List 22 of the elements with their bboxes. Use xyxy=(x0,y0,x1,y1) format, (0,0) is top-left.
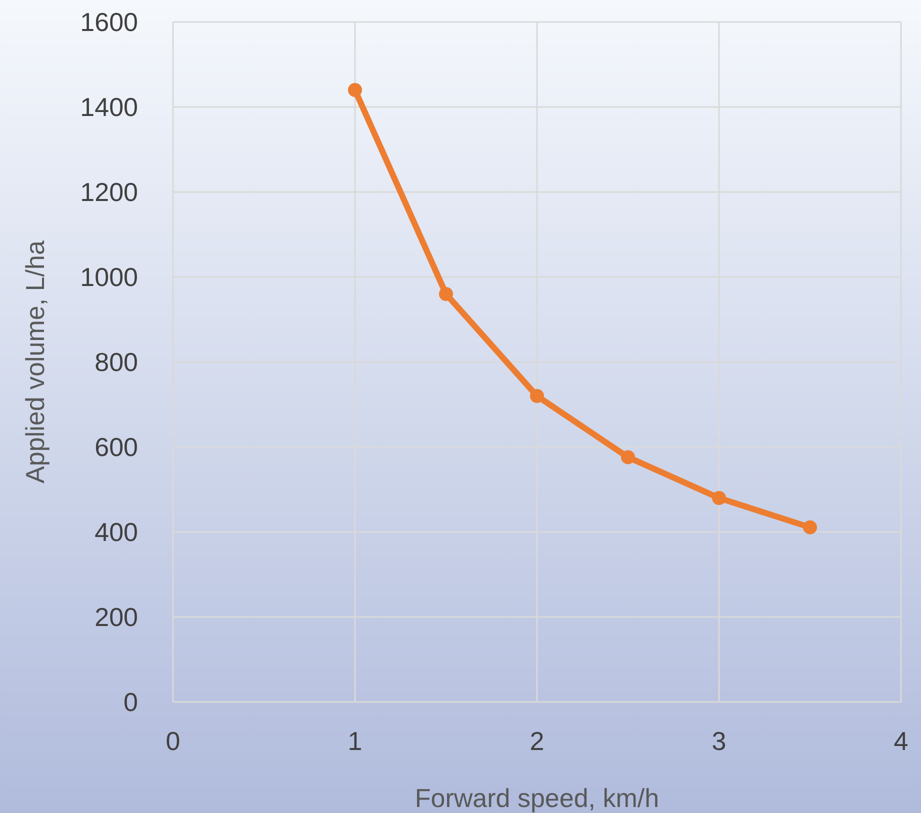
x-tick-label: 0 xyxy=(166,726,180,756)
y-tick-label: 1000 xyxy=(80,262,138,292)
y-tick-label: 1600 xyxy=(80,7,138,38)
point xyxy=(712,491,726,505)
x-tick-label: 4 xyxy=(894,726,908,756)
x-axis-title: Forward speed, km/h xyxy=(414,783,660,813)
y-tick-label: 200 xyxy=(94,602,138,632)
y-tick-label: 400 xyxy=(94,517,138,548)
y-tick-label: 1400 xyxy=(80,92,138,122)
x-tick-label: 1 xyxy=(348,726,362,756)
x-tick-label: 2 xyxy=(530,726,544,756)
point xyxy=(348,83,362,97)
point xyxy=(530,389,544,403)
y-axis-title: Applied volume, L/ha xyxy=(20,240,50,484)
y-tick-label: 600 xyxy=(94,432,138,462)
point xyxy=(803,520,817,534)
y-tick-label: 1200 xyxy=(80,177,138,208)
x-tick-label: 3 xyxy=(712,726,726,756)
y-tick-label: 0 xyxy=(124,687,138,718)
point xyxy=(621,450,635,464)
y-tick-label: 800 xyxy=(94,347,138,378)
point xyxy=(439,287,453,301)
